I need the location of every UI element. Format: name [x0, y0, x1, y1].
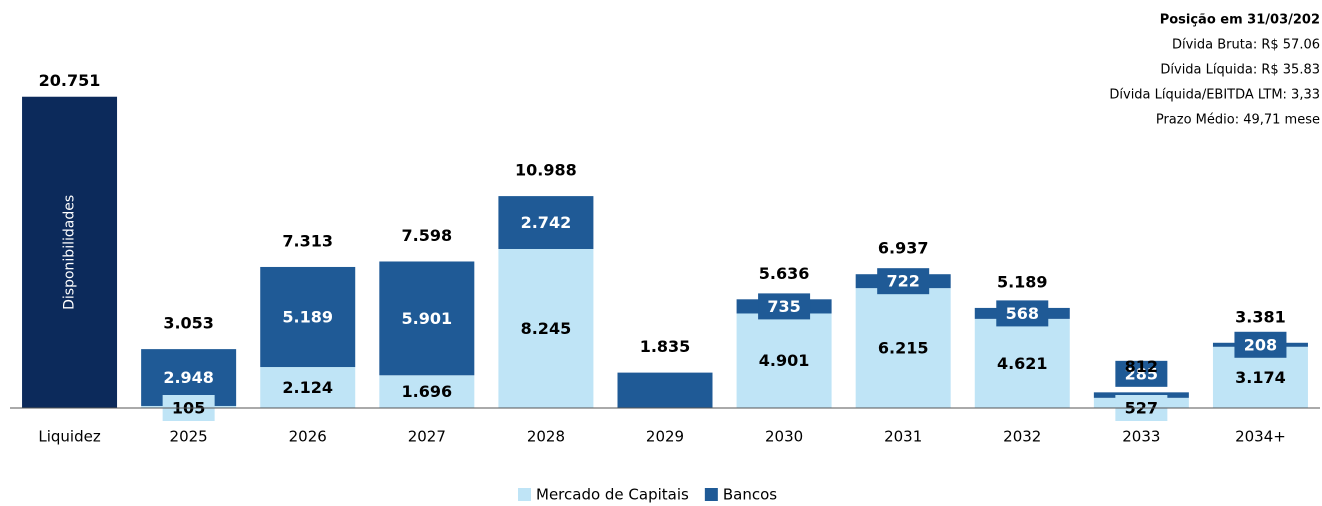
bar-segment — [736, 313, 832, 408]
bar-segment — [498, 248, 594, 408]
bar-segment — [855, 288, 951, 408]
label-box — [877, 268, 930, 295]
segment-label: 6.215 — [878, 339, 929, 358]
bar-segment — [379, 261, 475, 376]
bar-segment — [498, 196, 594, 249]
x-tick-label: 2027 — [408, 428, 446, 446]
legend-swatch — [704, 488, 718, 501]
total-label: 7.598 — [402, 226, 453, 245]
segment-label: 4.901 — [759, 351, 810, 370]
total-label: 20.751 — [39, 71, 101, 90]
bar-segment — [379, 375, 475, 408]
x-tick-label: 2025 — [170, 428, 208, 446]
bar-segment — [260, 266, 356, 368]
segment-label: 2.124 — [282, 378, 333, 397]
total-label: 7.313 — [282, 231, 333, 250]
total-label: 1.835 — [640, 337, 691, 356]
x-tick-label: 2032 — [1003, 428, 1041, 446]
x-tick-label: 2030 — [765, 428, 803, 446]
x-tick-label: 2031 — [884, 428, 922, 446]
bar-segment — [974, 318, 1070, 408]
x-tick-label: Liquidez — [38, 428, 100, 446]
legend-swatch — [518, 488, 531, 501]
total-label: 6.937 — [878, 239, 929, 258]
segment-label: 5.189 — [282, 308, 333, 327]
segment-label: 2.742 — [521, 213, 572, 232]
annotation: Prazo Médio: 49,71 mese — [1156, 113, 1320, 128]
total-label: 10.988 — [515, 161, 577, 180]
annotation: Dívida Bruta: R$ 57.06 — [1172, 38, 1320, 53]
legend-label: Mercado de Capitais — [536, 486, 689, 504]
segment-label: 3.174 — [1235, 368, 1286, 387]
segment-label: 4.621 — [997, 354, 1048, 373]
label-box — [996, 300, 1049, 327]
label-box — [758, 293, 811, 320]
x-tick-label: 2034+ — [1235, 428, 1286, 446]
segment-label: 5.901 — [402, 309, 453, 328]
bar-segment — [617, 372, 713, 408]
legend-label: Bancos — [723, 486, 777, 504]
bar-segment — [260, 367, 356, 408]
x-tick-label: 2028 — [527, 428, 565, 446]
x-tick-label: 2026 — [289, 428, 327, 446]
label-box — [1234, 331, 1287, 358]
annotation: Dívida Líquida/EBITDA LTM: 3,33 — [1109, 88, 1320, 103]
total-label: 3.053 — [163, 314, 214, 333]
segment-label: 735 — [767, 297, 800, 316]
total-label: 5.636 — [759, 264, 810, 283]
segment-label: 722 — [886, 272, 919, 291]
liquidity-bar — [22, 96, 118, 409]
segment-label: 8.245 — [521, 319, 572, 338]
segment-label: 208 — [1244, 335, 1277, 354]
annotation: Posição em 31/03/202 — [1160, 13, 1320, 28]
total-label: 812 — [1125, 357, 1158, 376]
annotation: Dívida Líquida: R$ 35.83 — [1160, 63, 1320, 78]
segment-label: 2.948 — [163, 368, 214, 387]
label-box — [1115, 360, 1168, 387]
total-label: 5.189 — [997, 272, 1048, 291]
x-tick-label: 2029 — [646, 428, 684, 446]
segment-label: 1.696 — [402, 382, 453, 401]
x-tick-label: 2033 — [1122, 428, 1160, 446]
segment-label: 285 — [1125, 364, 1158, 383]
total-label: 3.381 — [1235, 307, 1286, 326]
bar-name: Disponibilidades — [62, 195, 78, 310]
segment-label: 568 — [1006, 304, 1039, 323]
